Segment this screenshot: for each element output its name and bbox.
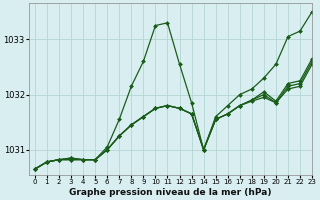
X-axis label: Graphe pression niveau de la mer (hPa): Graphe pression niveau de la mer (hPa)	[69, 188, 272, 197]
